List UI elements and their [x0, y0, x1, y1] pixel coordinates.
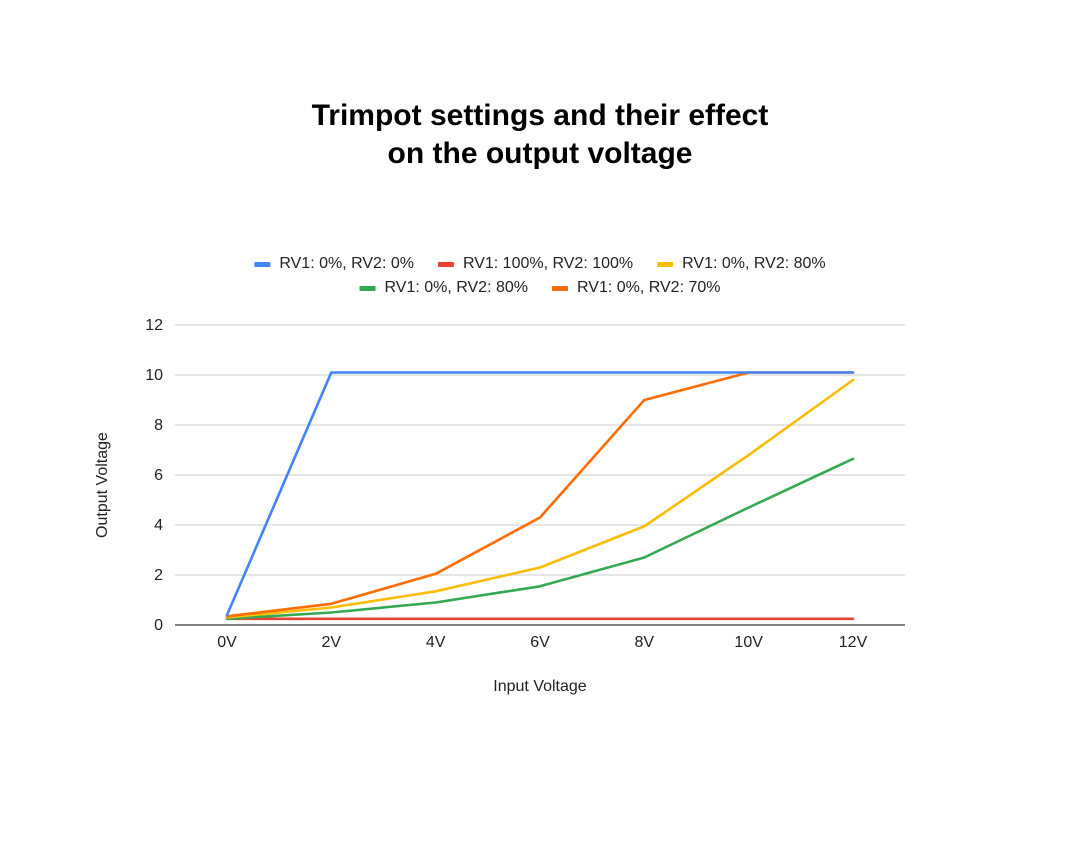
y-axis-ticks: 0 2 4 6 8 10 12 [145, 317, 163, 634]
legend-item: RV1: 0%, RV2: 0% [254, 255, 414, 272]
legend: RV1: 0%, RV2: 0% RV1: 100%, RV2: 100% RV1:… [254, 255, 826, 296]
series-line-2 [225, 378, 855, 619]
legend-swatch [552, 286, 568, 291]
chart-title-line-1: Trimpot settings and their effect [311, 99, 769, 132]
x-tick-label: 4V [426, 634, 446, 651]
gridlines [175, 324, 905, 626]
chart-title-line-2: on the output voltage [387, 137, 693, 170]
legend-label: RV1: 0%, RV2: 70% [577, 279, 721, 296]
legend-item: RV1: 100%, RV2: 100% [437, 255, 633, 272]
y-tick-label: 0 [154, 617, 163, 634]
legend-item: RV1: 0%, RV2: 70% [552, 279, 721, 296]
legend-item: RV1: 0%, RV2: 80% [657, 255, 826, 272]
y-tick-label: 2 [154, 567, 163, 584]
x-tick-label: 2V [322, 634, 342, 651]
legend-label: RV1: 0%, RV2: 80% [682, 255, 826, 272]
legend-label: RV1: 0%, RV2: 0% [279, 255, 414, 272]
x-tick-label: 12V [839, 634, 868, 651]
series-line-3 [225, 457, 855, 621]
legend-item: RV1: 0%, RV2: 80% [359, 279, 529, 296]
y-tick-label: 4 [154, 517, 163, 534]
y-tick-label: 6 [154, 467, 163, 484]
x-tick-label: 8V [635, 634, 655, 651]
x-tick-label: 0V [217, 634, 237, 651]
chart-title: Trimpot settings and their effect on the… [0, 97, 1080, 173]
x-tick-label: 10V [734, 634, 763, 651]
y-tick-label: 8 [154, 417, 163, 434]
x-axis-ticks: 0V 2V 4V 6V 8V 10V 12V [217, 634, 867, 651]
y-tick-label: 10 [145, 367, 163, 384]
legend-label: RV1: 100%, RV2: 100% [463, 255, 633, 272]
legend-swatch [359, 286, 376, 291]
legend-swatch [657, 262, 674, 267]
series-line-4 [225, 371, 855, 618]
y-tick-label: 12 [145, 317, 163, 334]
x-axis-label: Input Voltage [493, 678, 587, 695]
legend-label: RV1: 0%, RV2: 80% [385, 279, 529, 296]
legend-swatch [254, 262, 271, 267]
legend-swatch [437, 262, 454, 267]
y-axis-label: Output Voltage [94, 432, 111, 538]
x-tick-label: 6V [530, 634, 550, 651]
series-line-0 [225, 371, 855, 617]
series-lines [225, 371, 855, 621]
